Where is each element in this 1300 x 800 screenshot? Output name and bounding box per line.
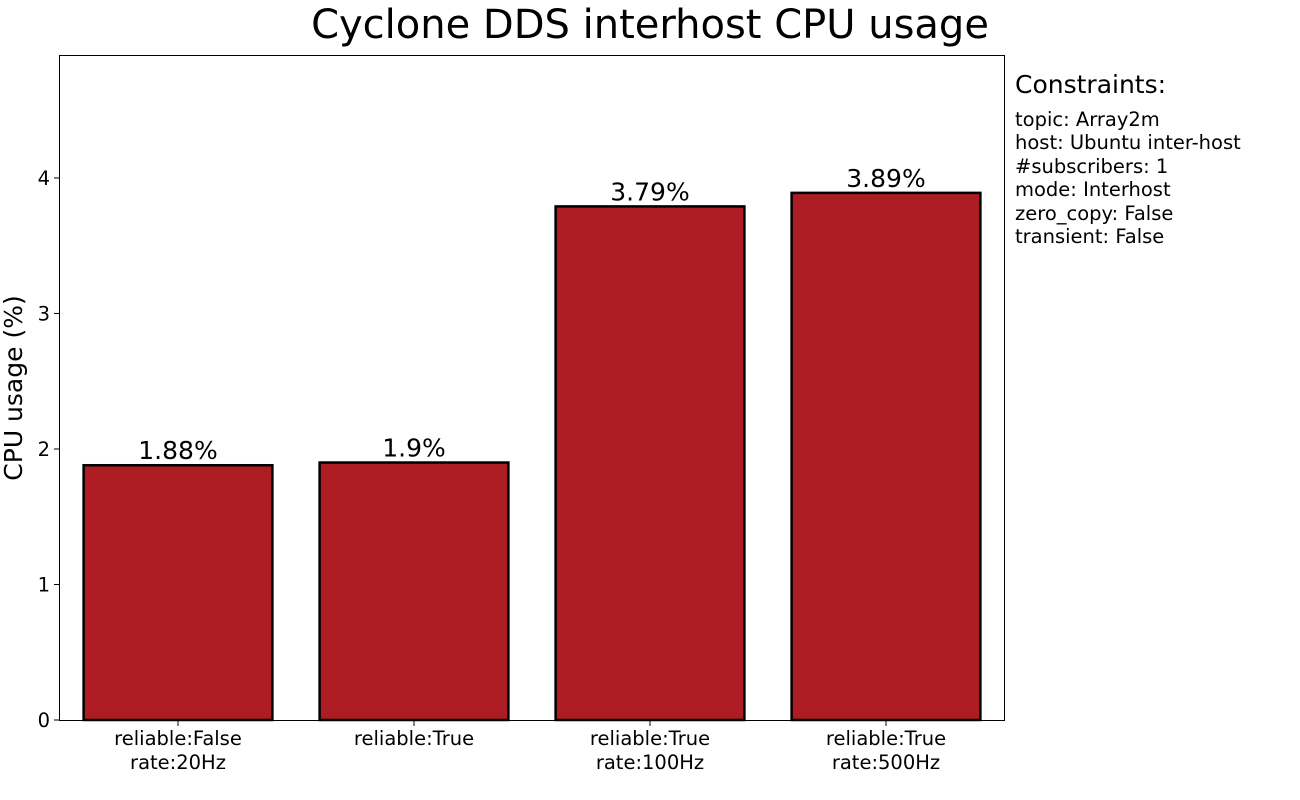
x-tick-label: rate:100Hz — [596, 751, 704, 774]
x-tick-label: reliable:True — [826, 727, 946, 750]
y-tick-label: 3 — [38, 302, 50, 325]
bar-value-label: 1.9% — [382, 434, 446, 463]
constraints-list: topic: Array2m host: Ubuntu inter-host #su… — [1015, 108, 1241, 248]
constraint-item: zero_copy: False — [1015, 201, 1174, 225]
bar-series — [82, 191, 982, 722]
x-tick-label: reliable:False — [114, 727, 242, 750]
constraints-title: Constraints: — [1015, 70, 1167, 99]
bar — [318, 461, 510, 722]
y-tick-label: 0 — [38, 709, 50, 732]
constraint-item: host: Ubuntu inter-host — [1015, 131, 1241, 155]
data-labels: 1.88% 1.9% 3.79% 3.89% — [138, 164, 925, 465]
x-tick-label: rate:20Hz — [130, 751, 226, 774]
plot-frame — [59, 55, 1005, 721]
bar — [790, 191, 982, 722]
y-axis-label: CPU usage (%) — [0, 295, 28, 480]
bar — [554, 205, 746, 722]
constraint-item: mode: Interhost — [1015, 178, 1171, 202]
constraint-item: topic: Array2m — [1015, 108, 1160, 131]
bar-value-label: 3.79% — [610, 177, 689, 206]
x-tick-label: reliable:True — [354, 727, 474, 750]
constraint-item: transient: False — [1015, 225, 1165, 249]
bar-value-label: 3.89% — [846, 164, 925, 193]
y-tick-label: 4 — [38, 167, 50, 190]
bar — [82, 463, 274, 722]
chart-title: Cyclone DDS interhost CPU usage — [311, 2, 989, 48]
constraints-box: Constraints: topic: Array2m host: Ubuntu … — [1015, 68, 1241, 248]
y-axis-ticks: 0 1 2 3 4 — [38, 167, 60, 732]
y-tick-label: 2 — [38, 438, 50, 461]
bar-value-label: 1.88% — [138, 436, 217, 465]
constraint-item: #subscribers: 1 — [1015, 154, 1169, 178]
x-tick-label: reliable:True — [590, 727, 710, 750]
y-tick-label: 1 — [38, 573, 50, 596]
x-tick-label: rate:500Hz — [832, 751, 940, 774]
